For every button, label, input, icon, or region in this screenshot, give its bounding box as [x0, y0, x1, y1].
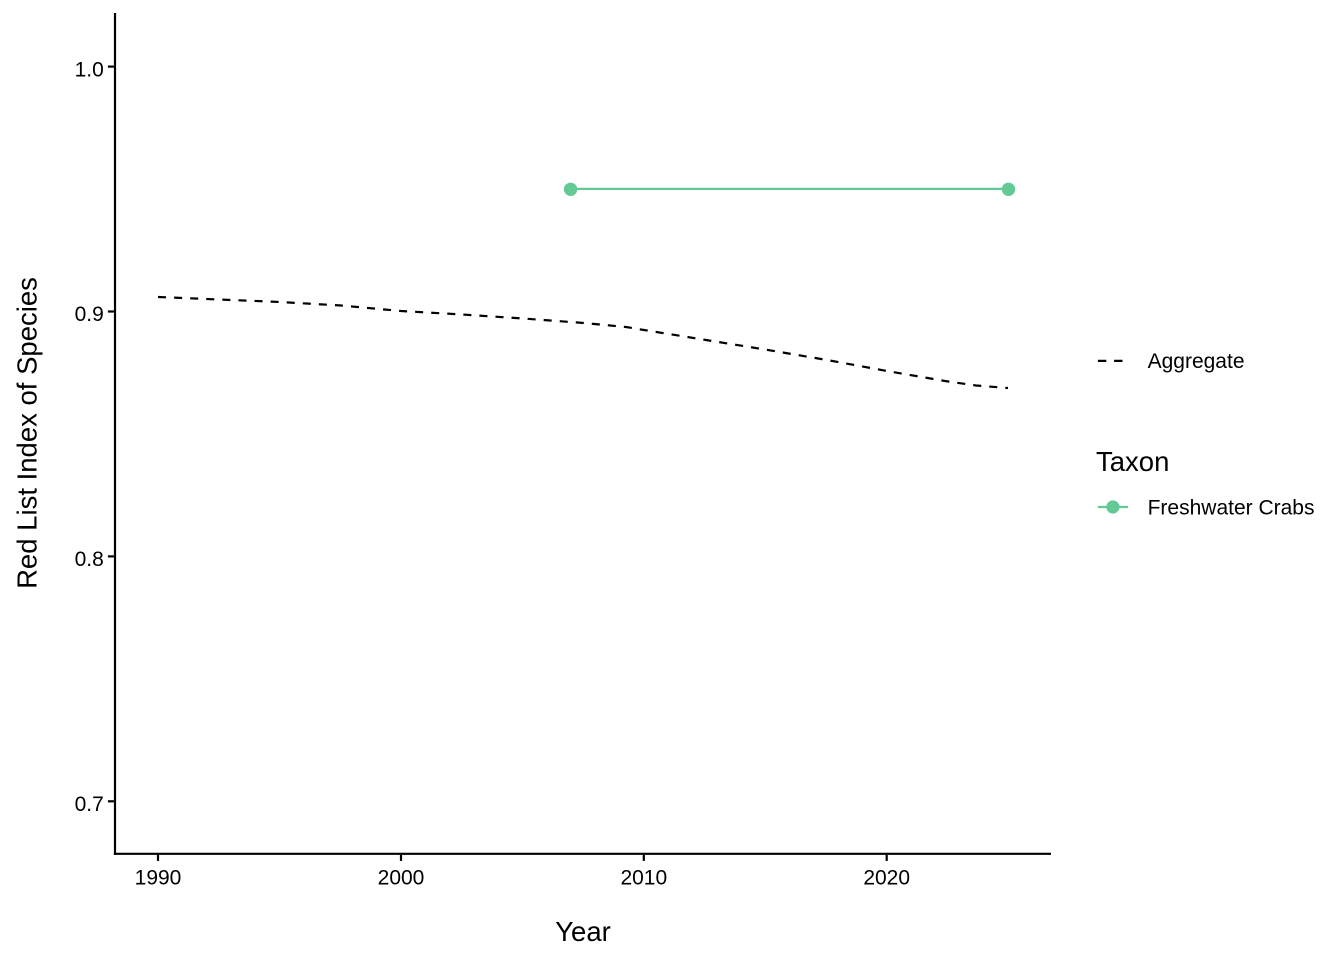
- svg-text:2010: 2010: [620, 867, 667, 890]
- svg-text:1990: 1990: [135, 867, 182, 890]
- svg-text:2000: 2000: [378, 867, 425, 890]
- svg-text:Year: Year: [555, 916, 611, 947]
- svg-text:Red List Index of Species: Red List Index of Species: [11, 277, 42, 589]
- svg-text:0.7: 0.7: [75, 793, 104, 816]
- svg-text:2020: 2020: [863, 867, 910, 890]
- svg-text:1.0: 1.0: [75, 58, 104, 81]
- svg-text:Taxon: Taxon: [1096, 446, 1169, 477]
- svg-text:0.9: 0.9: [75, 303, 104, 326]
- svg-text:0.8: 0.8: [75, 548, 104, 571]
- svg-text:Freshwater Crabs: Freshwater Crabs: [1148, 496, 1315, 519]
- svg-text:Aggregate: Aggregate: [1148, 350, 1245, 373]
